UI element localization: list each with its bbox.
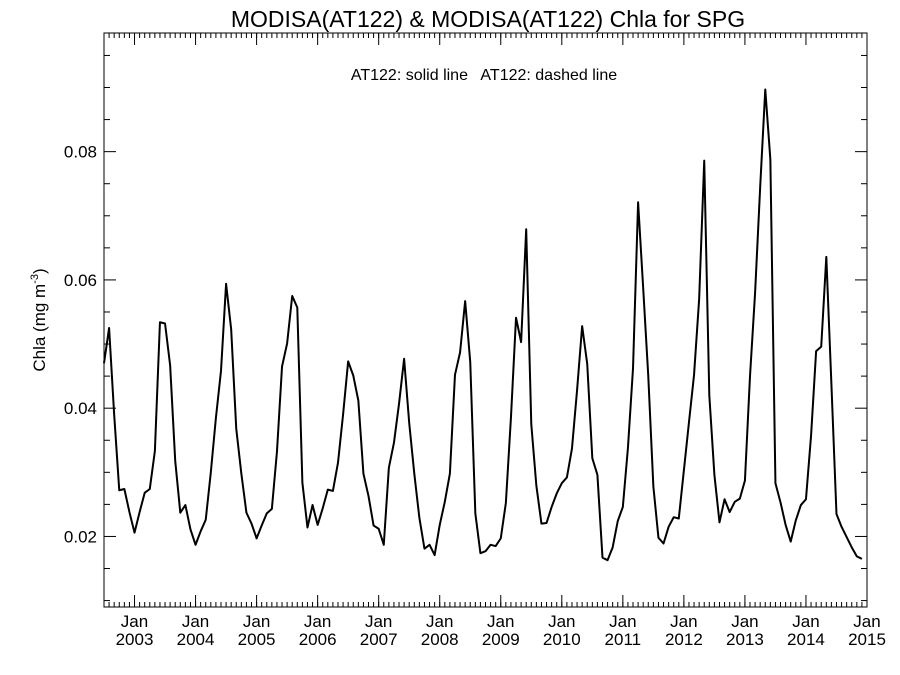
x-tick-label-month: Jan <box>792 612 819 631</box>
axis-tick-labels: Jan2003Jan2004Jan2005Jan2006Jan2007Jan20… <box>64 143 886 649</box>
x-tick-label-month: Jan <box>243 612 270 631</box>
x-tick-label-year: 2011 <box>605 630 642 649</box>
x-tick-label-month: Jan <box>853 612 880 631</box>
series-layer <box>103 88 863 562</box>
axis-ticks <box>104 33 868 607</box>
x-tick-label-month: Jan <box>182 612 209 631</box>
x-tick-label-year: 2015 <box>848 630 886 649</box>
x-tick-label-year: 2007 <box>360 630 398 649</box>
x-tick-label-month: Jan <box>731 612 758 631</box>
plot-frame <box>103 32 868 608</box>
y-axis-label: Chla (mg m-3) <box>29 268 49 371</box>
x-tick-label-year: 2009 <box>482 630 520 649</box>
chart-title: MODISA(AT122) & MODISA(AT122) Chla for S… <box>231 6 745 32</box>
x-tick-label-month: Jan <box>304 612 331 631</box>
x-tick-label-month: Jan <box>426 612 453 631</box>
x-tick-label-year: 2014 <box>787 630 825 649</box>
y-tick-label: 0.04 <box>64 399 97 418</box>
y-axis-label-superscript: -3 <box>29 274 41 284</box>
x-tick-label-year: 2010 <box>543 630 581 649</box>
x-tick-label-year: 2005 <box>238 630 276 649</box>
x-tick-label-month: Jan <box>121 612 148 631</box>
series-line-solid <box>103 88 863 562</box>
x-tick-label-year: 2003 <box>116 630 154 649</box>
x-tick-label-year: 2012 <box>665 630 703 649</box>
x-tick-label-year: 2013 <box>726 630 764 649</box>
x-tick-label-month: Jan <box>609 612 636 631</box>
series-style-annotation: AT122: solid line AT122: dashed line <box>351 67 617 84</box>
x-tick-label-month: Jan <box>365 612 392 631</box>
y-tick-label: 0.08 <box>64 143 97 162</box>
x-tick-label-month: Jan <box>670 612 697 631</box>
svg-text:Chla (mg m-3): Chla (mg m-3) <box>29 268 49 371</box>
y-axis-label-text: Chla (mg m <box>30 284 49 372</box>
x-tick-label-year: 2004 <box>177 630 215 649</box>
y-tick-label: 0.02 <box>64 527 97 546</box>
y-axis-label-close: ) <box>30 268 49 274</box>
x-tick-label-year: 2006 <box>299 630 337 649</box>
x-tick-label-year: 2008 <box>421 630 459 649</box>
y-tick-label: 0.06 <box>64 271 97 290</box>
x-tick-label-month: Jan <box>548 612 575 631</box>
x-tick-label-month: Jan <box>487 612 514 631</box>
